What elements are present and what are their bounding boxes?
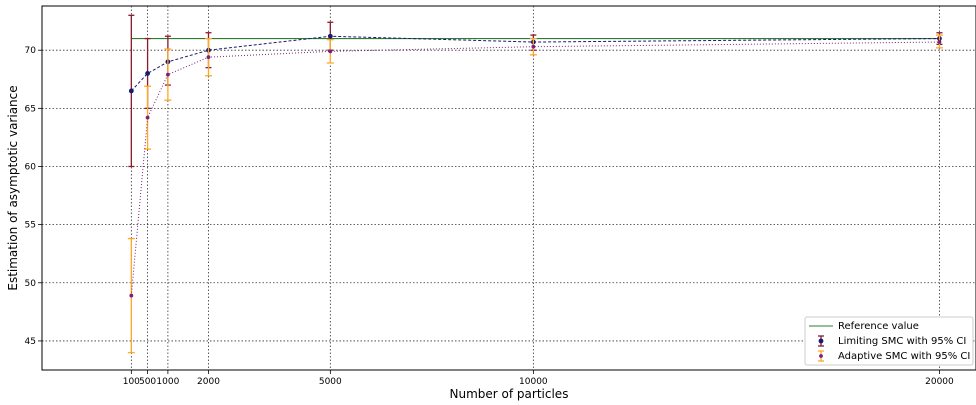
- legend-marker: [819, 354, 823, 358]
- adaptive-point: [531, 44, 536, 49]
- x-axis-label: Number of particles: [450, 387, 569, 401]
- y-tick-label: 70: [25, 46, 37, 56]
- y-tick-label: 65: [25, 104, 36, 114]
- limiting-point: [327, 33, 333, 39]
- x-tick-label: 100: [123, 377, 140, 387]
- series-layer: [127, 14, 943, 354]
- grid: [42, 6, 976, 370]
- x-tick-label: 2000: [197, 377, 220, 387]
- legend-marker: [818, 338, 824, 344]
- x-tick-label: 20000: [925, 377, 954, 387]
- legend-limiting-swatch: [818, 335, 824, 347]
- plot-frame: [41, 5, 976, 371]
- y-tick-label: 55: [25, 221, 36, 231]
- adaptive-point: [165, 72, 170, 77]
- legend-box: [804, 316, 974, 366]
- adaptive-point: [328, 49, 333, 54]
- legend: Reference value Limiting SMC with 95% CI…: [804, 316, 974, 366]
- x-tick-label: 10000: [519, 377, 548, 387]
- legend-limiting-label: Limiting SMC with 95% CI: [838, 336, 966, 347]
- limiting-point: [128, 88, 134, 94]
- y-tick-label: 45: [25, 337, 36, 347]
- x-tick-label: 500: [139, 377, 156, 387]
- legend-adaptive-swatch: [818, 350, 824, 362]
- y-axis-label: Estimation of asymptotic variance: [6, 85, 20, 290]
- adaptive-point: [937, 40, 942, 44]
- limiting-line: [130, 35, 940, 92]
- limiting-point: [145, 71, 150, 76]
- adaptive-line: [130, 41, 940, 296]
- adaptive-point: [129, 293, 134, 298]
- x-tick-label: 1000: [156, 377, 179, 387]
- legend-adaptive-label: Adaptive SMC with 95% CI: [838, 351, 970, 362]
- y-tick-label: 60: [25, 162, 37, 172]
- x-tick-label: 5000: [319, 377, 342, 387]
- legend-reference-label: Reference value: [838, 321, 919, 332]
- adaptive-point: [145, 115, 150, 120]
- axis-ticks: 100 500 1000 2000 5000 10000 20000 45 50 55 60 65 70: [25, 46, 954, 387]
- adaptive-point: [206, 55, 211, 60]
- y-tick-label: 50: [25, 279, 37, 289]
- adaptive-series: [127, 34, 943, 354]
